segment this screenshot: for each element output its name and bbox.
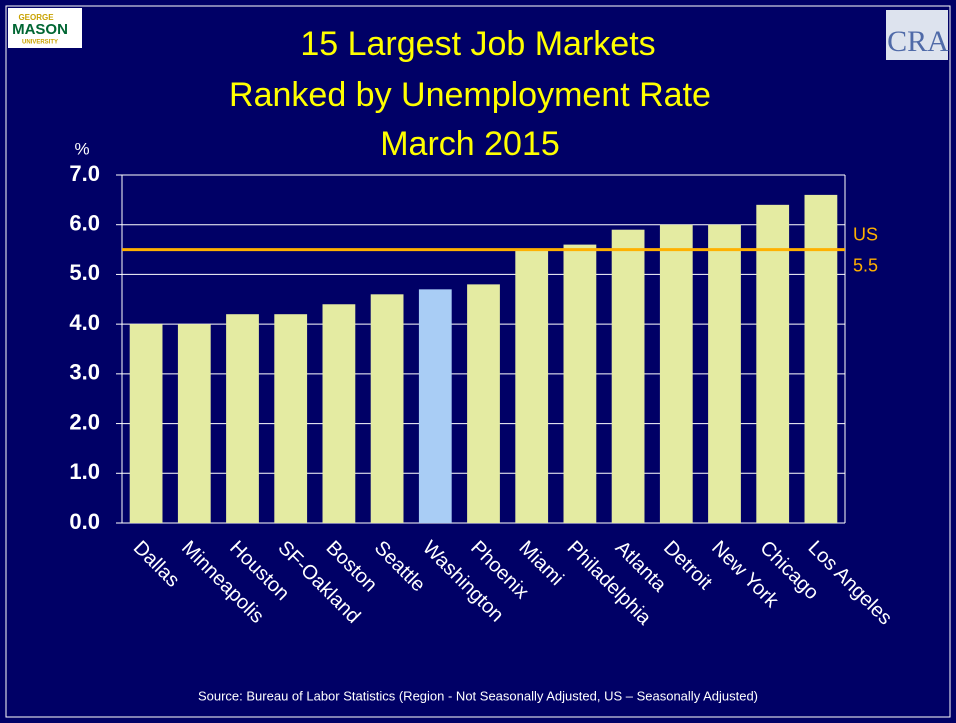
chart-title: March 2015 bbox=[380, 125, 560, 163]
bar bbox=[708, 224, 741, 523]
chart-title: Ranked by Unemployment Rate bbox=[229, 76, 711, 114]
y-tick-label: 6.0 bbox=[69, 211, 100, 236]
y-tick-label: 1.0 bbox=[69, 459, 100, 484]
bar bbox=[418, 289, 452, 523]
bar bbox=[322, 304, 356, 523]
bar bbox=[515, 249, 549, 524]
bar bbox=[177, 324, 211, 523]
y-tick-label: 2.0 bbox=[69, 409, 100, 434]
y-tick-label: 7.0 bbox=[69, 161, 100, 186]
logo-right-box bbox=[886, 10, 948, 60]
slide-frame bbox=[5, 5, 951, 718]
reference-label: US bbox=[853, 224, 878, 244]
bar bbox=[804, 194, 838, 523]
source-note: Source: Bureau of Labor Statistics (Regi… bbox=[198, 688, 758, 703]
bar bbox=[370, 294, 404, 523]
bar bbox=[659, 224, 693, 523]
bar bbox=[129, 324, 163, 523]
bar bbox=[226, 314, 259, 523]
bar bbox=[611, 229, 645, 523]
chart-title: 15 Largest Job Markets bbox=[300, 25, 655, 63]
logo-left-text: MASON bbox=[12, 21, 68, 38]
logo-right-text: CRA bbox=[887, 25, 949, 58]
bar bbox=[563, 244, 597, 523]
bar bbox=[467, 284, 500, 523]
y-tick-label: 4.0 bbox=[69, 310, 100, 335]
logo-left-box bbox=[8, 8, 82, 48]
y-tick-label: 0.0 bbox=[69, 509, 100, 534]
y-tick-label: 3.0 bbox=[69, 360, 100, 385]
y-axis-label: % bbox=[74, 139, 89, 158]
logo-left-text: GEORGE bbox=[18, 13, 54, 22]
y-tick-label: 5.0 bbox=[69, 260, 100, 285]
reference-value: 5.5 bbox=[853, 255, 878, 275]
bar bbox=[756, 204, 790, 524]
bar bbox=[274, 314, 308, 523]
logo-left-text: UNIVERSITY bbox=[22, 40, 58, 46]
